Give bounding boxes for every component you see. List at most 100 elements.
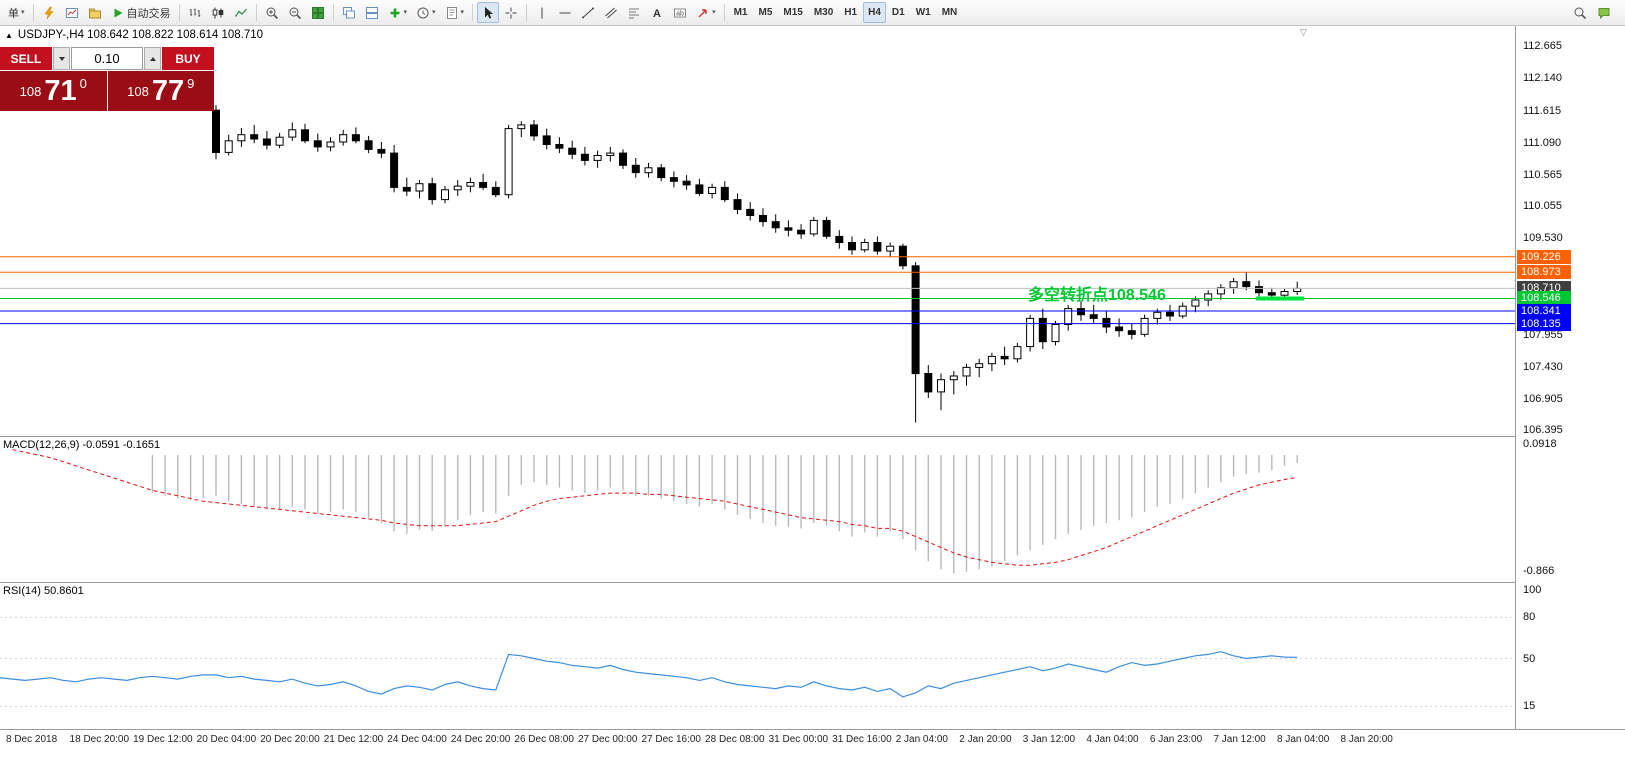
auto-trading-label: 自动交易	[126, 7, 171, 20]
new-chart-icon	[65, 7, 78, 18]
timeframe-m5-button[interactable]: M5	[753, 2, 777, 23]
trendline-button[interactable]	[577, 2, 599, 23]
horizontal-line-button[interactable]	[554, 2, 576, 23]
buy-price-display[interactable]: 108 77 9	[107, 71, 214, 111]
vertical-line-button[interactable]	[531, 2, 553, 23]
price-axis-label: 110.055	[1523, 200, 1562, 213]
bar-chart-button[interactable]	[184, 2, 206, 23]
chart-shift-marker-icon[interactable]: ▽	[1300, 27, 1307, 37]
zoom-out-button[interactable]	[284, 2, 306, 23]
arrange-windows-button[interactable]	[361, 2, 383, 23]
sell-button[interactable]: SELL	[0, 47, 52, 70]
price-axis-label: 107.955	[1523, 328, 1563, 341]
timeframe-mn-button[interactable]: MN	[937, 2, 963, 23]
templates-button[interactable]: ▾	[441, 2, 469, 23]
periods-icon	[417, 7, 429, 18]
price-axis[interactable]: 112.665 112.140 111.615 111.090 110.565 110.0…	[1515, 26, 1625, 437]
caret-down-icon: ▾	[403, 9, 408, 16]
bar-chart-icon	[189, 8, 200, 17]
chat-button[interactable]	[1593, 2, 1615, 23]
collapse-icon[interactable]: ▲	[5, 30, 13, 40]
buy-price-prefix: 108	[127, 83, 149, 99]
sell-price-display[interactable]: 108 71 0	[0, 71, 107, 111]
macd-label: MACD(12,26,9) -0.0591 -0.1651	[3, 439, 161, 451]
profiles-button[interactable]	[84, 2, 106, 23]
time-axis-label: 8 Jan 20:00	[1340, 734, 1393, 745]
volume-input[interactable]	[71, 47, 143, 70]
timeframe-m5-label: M5	[758, 7, 773, 18]
volume-up-button[interactable]	[144, 47, 161, 70]
one-click-trading-panel: SELL BUY 108 71 0 108 77 9	[0, 47, 214, 111]
toolbar-separator	[526, 4, 528, 21]
new-chart-button[interactable]	[61, 2, 83, 23]
timeframe-d1-label: D1	[891, 7, 905, 18]
price-axis-label: 110.565	[1523, 168, 1562, 181]
timeframe-m15-button[interactable]: M15	[778, 2, 807, 23]
rsi-pane[interactable]: RSI(14) 50.8601 100 80 50 15	[0, 583, 1625, 729]
macd-axis-min: -0.866	[1523, 565, 1555, 577]
price-axis-label: 106.905	[1523, 392, 1563, 405]
periods-button[interactable]: ▾	[412, 2, 440, 23]
candlestick-chart-button[interactable]	[207, 2, 229, 23]
horizontal-line-icon	[559, 12, 571, 13]
zoom-in-button[interactable]	[261, 2, 283, 23]
search-button[interactable]	[1569, 2, 1591, 23]
time-axis-label: 2 Jan 20:00	[959, 734, 1012, 745]
caret-up-icon	[149, 56, 156, 61]
time-axis-label: 3 Jan 12:00	[1022, 734, 1076, 745]
price-pane[interactable]: ▲ USDJPY-,H4 108.642 108.822 108.614 108…	[0, 26, 1625, 437]
profiles-icon	[88, 8, 101, 18]
auto-trading-button[interactable]: 自动交易	[107, 2, 175, 23]
level-price-badge: 108.973	[1517, 265, 1571, 280]
time-axis-label: 31 Dec 00:00	[768, 734, 829, 745]
caret-down-icon: ▾	[21, 9, 25, 16]
cascade-windows-button[interactable]	[338, 2, 360, 23]
sell-price-main: 71	[44, 74, 77, 107]
zoom-in-icon	[266, 7, 278, 19]
text-button[interactable]: A	[646, 2, 668, 23]
timeframe-d1-button[interactable]: D1	[887, 2, 910, 23]
crosshair-button[interactable]	[500, 2, 522, 23]
line-chart-icon	[234, 8, 247, 17]
price-axis-label: 107.430	[1523, 360, 1563, 373]
time-axis-label: 27 Dec 00:00	[577, 734, 638, 745]
macd-pane[interactable]: MACD(12,26,9) -0.0591 -0.1651 0.0918 -0.…	[0, 437, 1625, 583]
rsi-axis-label: 15	[1523, 700, 1536, 713]
new-order-label: 单	[8, 7, 19, 20]
time-axis-label: 7 Jan 12:00	[1213, 734, 1266, 745]
time-axis-label: 20 Dec 04:00	[196, 734, 257, 745]
time-axis-label: 2 Jan 04:00	[895, 734, 948, 745]
channel-button[interactable]	[600, 2, 622, 23]
buy-button[interactable]: BUY	[162, 47, 214, 70]
timeframe-m1-button[interactable]: M1	[729, 2, 753, 23]
new-order-button[interactable]: 单 ▾	[4, 2, 29, 23]
fibonacci-button[interactable]	[623, 2, 645, 23]
price-chart-canvas[interactable]	[0, 26, 1515, 436]
text-icon: A	[653, 8, 661, 20]
indicators-button[interactable]: ▾	[384, 2, 412, 23]
tile-windows-button[interactable]	[307, 2, 329, 23]
time-axis-label: 8 Jan 04:00	[1277, 734, 1330, 745]
text-label-button[interactable]: ab	[669, 2, 691, 23]
templates-icon	[446, 6, 457, 19]
text-label-icon: ab	[674, 8, 687, 17]
cursor-button[interactable]	[477, 2, 500, 23]
metaeditor-button[interactable]	[38, 2, 60, 23]
volume-down-button[interactable]	[53, 47, 70, 70]
timeframe-mn-label: MN	[941, 7, 958, 18]
timeframe-m30-button[interactable]: M30	[809, 2, 838, 23]
timeframe-w1-button[interactable]: W1	[911, 2, 936, 23]
arrows-button[interactable]: ▾	[692, 2, 720, 23]
macd-axis[interactable]: 0.0918 -0.866	[1515, 437, 1625, 583]
price-axis-label: 109.530	[1523, 232, 1563, 245]
line-chart-button[interactable]	[230, 2, 252, 23]
arrange-windows-icon	[365, 6, 378, 19]
rsi-axis[interactable]: 100 80 50 15	[1515, 583, 1625, 729]
candlestick-chart-icon	[212, 7, 223, 18]
timeframe-h4-button[interactable]: H4	[863, 2, 886, 23]
toolbar-separator	[723, 4, 725, 21]
timeframe-h1-button[interactable]: H1	[839, 2, 862, 23]
rsi-axis-label: 50	[1523, 652, 1536, 665]
time-axis[interactable]: 8 Dec 2018 18 Dec 20:00 19 Dec 12:00 20 Dec…	[0, 729, 1625, 774]
